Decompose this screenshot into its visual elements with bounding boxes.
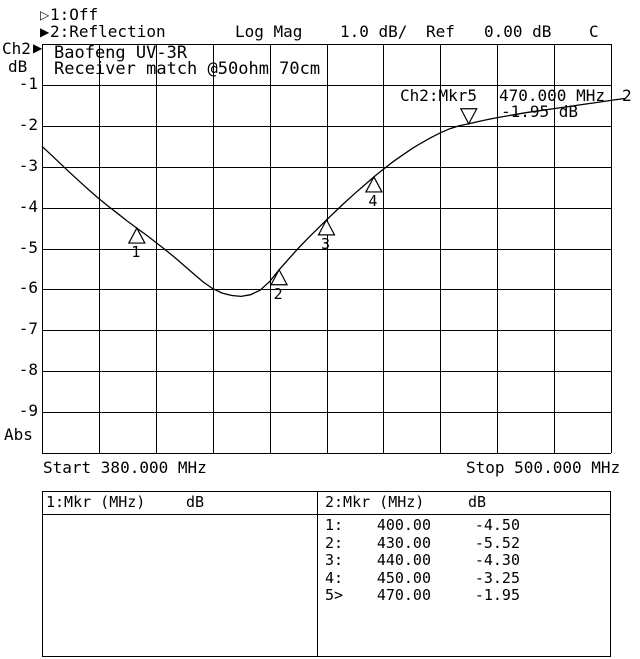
ref-value: 0.00 dB <box>484 22 552 41</box>
marker-table-cell-db: -4.30 <box>474 551 520 570</box>
plot-title-line2: Receiver match @50ohm 70cm <box>54 59 321 79</box>
y-axis-tick-label: -2 <box>18 115 38 134</box>
marker-readout-value: -1.95 dB <box>501 102 579 121</box>
marker-table-cell-db: -4.50 <box>474 516 520 534</box>
y-axis-tick-label: -5 <box>18 238 38 257</box>
marker-triangle-icon <box>127 226 146 244</box>
cal-indicator: C <box>589 22 599 41</box>
trace1-label: 1:Off <box>50 5 99 24</box>
y-axis-tick-label: -1 <box>18 74 38 93</box>
trace2-format: Log Mag <box>235 22 303 41</box>
y-axis-tick-label: -6 <box>18 278 38 297</box>
marker-table-cell-num: 4: <box>325 568 344 587</box>
trace2-label: 2:Reflection <box>50 22 166 41</box>
marker-table-cell-db: -1.95 <box>474 586 520 605</box>
marker-table-cell-freq: 470.00 <box>376 586 431 605</box>
marker-table-right-title: 2:Mkr (MHz) <box>325 493 425 511</box>
marker-readout-label: Ch2:Mkr5 <box>400 86 478 105</box>
marker-table-cell-num: 5> <box>325 586 344 605</box>
ref-label: Ref <box>426 22 455 41</box>
marker-readout-frequency: 470.000 MHz <box>499 86 605 105</box>
marker-number: 3 <box>321 235 330 253</box>
marker-number: 2 <box>274 285 283 303</box>
marker-number: 4 <box>368 192 377 210</box>
start-frequency-label: Start 380.000 MHz <box>43 458 207 477</box>
marker-table-cell-freq: 450.00 <box>376 568 431 587</box>
trace1-state-icon: ▷ <box>40 8 50 22</box>
marker-table-cell-db: -5.52 <box>474 533 520 552</box>
y-axis-tick-label: -8 <box>18 360 38 379</box>
grid-lines <box>42 44 612 454</box>
trace-end-number: 2 <box>622 86 632 105</box>
marker-table-cell-freq: 430.00 <box>376 533 431 552</box>
marker-table-right-unit: dB <box>468 493 487 511</box>
trace2-state-icon: ▶ <box>40 25 50 39</box>
trace2-scale: 1.0 dB/ <box>340 22 408 41</box>
marker-table-cell-freq: 400.00 <box>376 516 431 534</box>
channel-label: Ch2 <box>2 39 31 58</box>
ref-position-icon: ▶ <box>33 41 43 55</box>
marker-number: 1 <box>131 243 140 261</box>
marker-table-cell-num: 2: <box>325 533 344 552</box>
marker-table-column-divider <box>317 491 318 656</box>
marker-triangle-icon <box>364 175 383 193</box>
stop-frequency-label: Stop 500.000 MHz <box>466 458 621 477</box>
marker-table-header-divider <box>42 514 610 515</box>
marker-table-left-unit: dB <box>186 493 205 511</box>
y-axis-unit: dB <box>8 57 28 76</box>
y-axis-tick-label: -9 <box>18 401 38 420</box>
y-axis-tick-label: -4 <box>18 197 38 216</box>
marker-table <box>42 491 611 657</box>
marker-triangle-icon <box>270 268 289 286</box>
y-axis-tick-label: -7 <box>18 319 38 338</box>
marker-table-cell-num: 1: <box>325 516 344 534</box>
marker-triangle-icon <box>459 108 478 126</box>
plot-title-line1: Baofeng UV-3R <box>54 43 188 63</box>
marker-table-cell-freq: 440.00 <box>376 551 431 570</box>
marker-table-cell-num: 3: <box>325 551 344 570</box>
marker-table-left-title: 1:Mkr (MHz) <box>46 493 146 511</box>
marker-triangle-icon <box>317 218 336 236</box>
y-axis-abs-label: Abs <box>4 425 33 444</box>
marker-table-cell-db: -3.25 <box>474 568 520 587</box>
trace-polyline <box>41 97 626 298</box>
y-axis-tick-label: -3 <box>18 156 38 175</box>
